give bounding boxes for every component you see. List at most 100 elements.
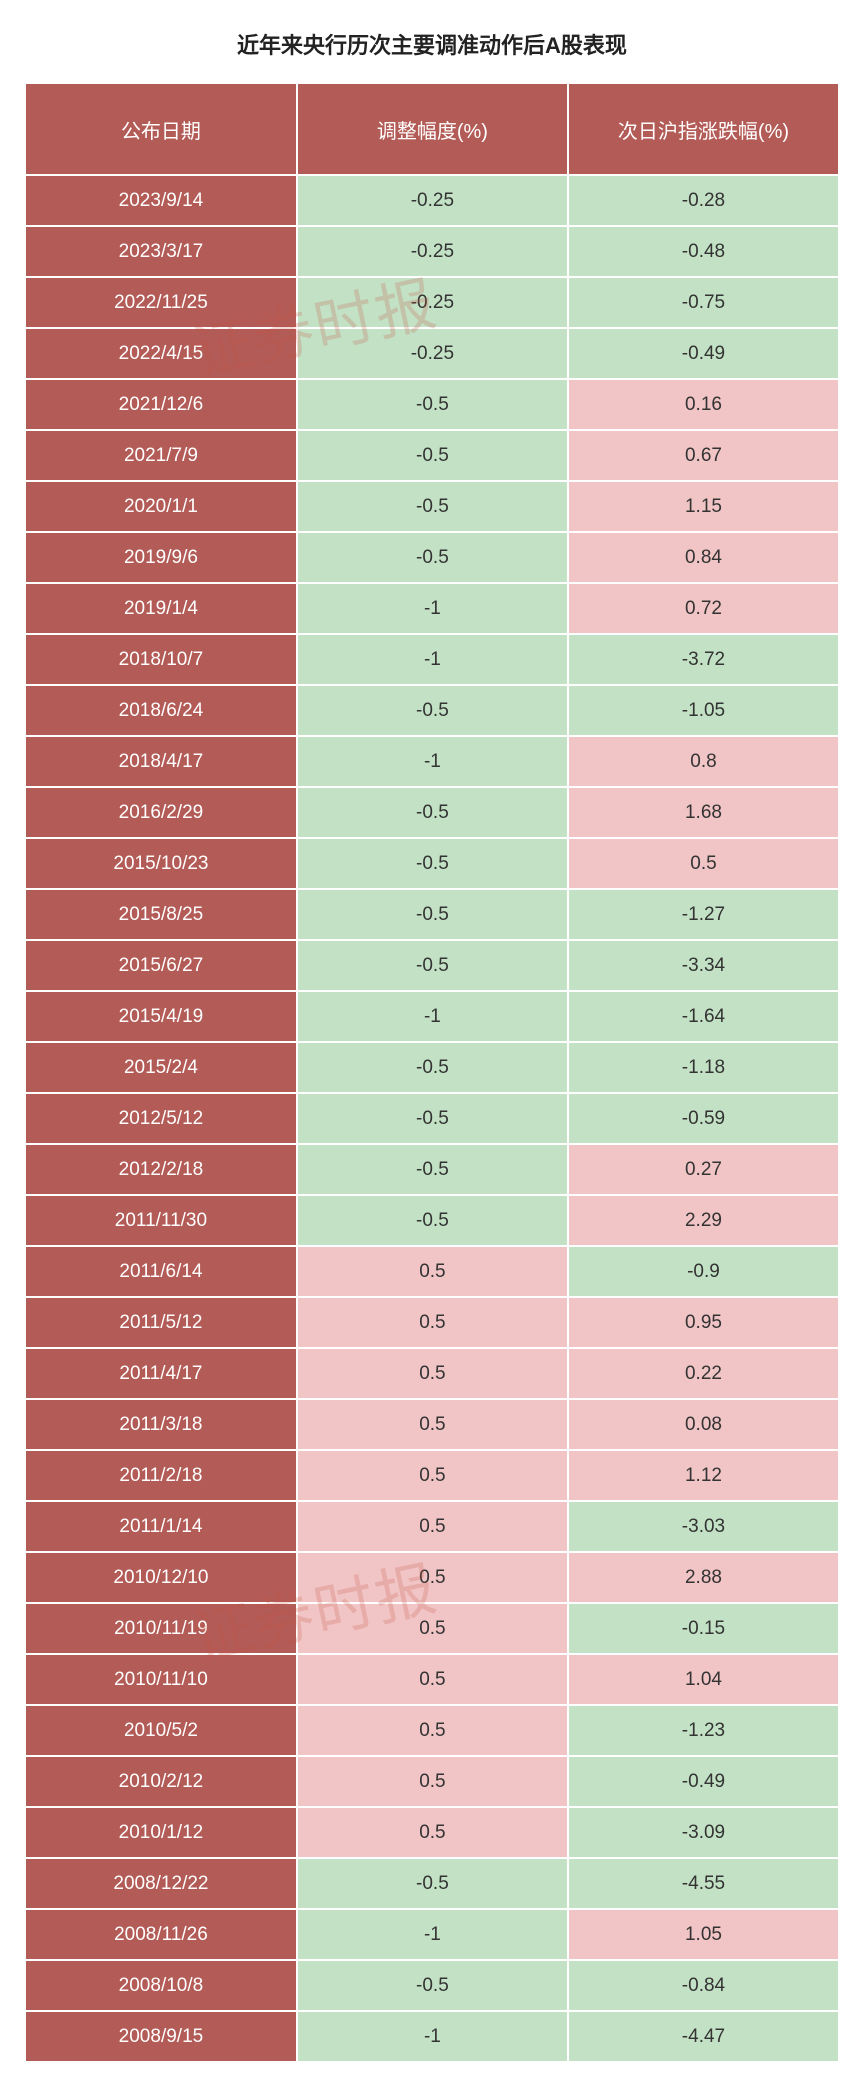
date-cell: 2010/12/10 xyxy=(25,1552,297,1603)
date-cell: 2023/3/17 xyxy=(25,226,297,277)
table-row: 2008/9/15-1-4.47 xyxy=(25,2011,839,2062)
date-cell: 2010/2/12 xyxy=(25,1756,297,1807)
adjustment-cell: -1 xyxy=(297,2011,568,2062)
date-cell: 2011/5/12 xyxy=(25,1297,297,1348)
date-cell: 2021/7/9 xyxy=(25,430,297,481)
change-cell: -0.15 xyxy=(568,1603,839,1654)
change-cell: -3.34 xyxy=(568,940,839,991)
table-row: 2020/1/1-0.51.15 xyxy=(25,481,839,532)
adjustment-cell: -1 xyxy=(297,634,568,685)
adjustment-cell: -0.25 xyxy=(297,328,568,379)
table-header-cell: 次日沪指涨跌幅(%) xyxy=(568,83,839,175)
adjustment-cell: -0.5 xyxy=(297,1195,568,1246)
date-cell: 2018/4/17 xyxy=(25,736,297,787)
table-row: 2010/5/20.5-1.23 xyxy=(25,1705,839,1756)
table-row: 2023/3/17-0.25-0.48 xyxy=(25,226,839,277)
table-row: 2010/2/120.5-0.49 xyxy=(25,1756,839,1807)
change-cell: 0.95 xyxy=(568,1297,839,1348)
date-cell: 2015/6/27 xyxy=(25,940,297,991)
table-row: 2011/1/140.5-3.03 xyxy=(25,1501,839,1552)
change-cell: -0.28 xyxy=(568,175,839,226)
date-cell: 2015/4/19 xyxy=(25,991,297,1042)
adjustment-cell: 0.5 xyxy=(297,1348,568,1399)
date-cell: 2019/9/6 xyxy=(25,532,297,583)
change-cell: 2.88 xyxy=(568,1552,839,1603)
change-cell: -0.49 xyxy=(568,1756,839,1807)
adjustment-cell: 0.5 xyxy=(297,1552,568,1603)
date-cell: 2012/5/12 xyxy=(25,1093,297,1144)
change-cell: -0.48 xyxy=(568,226,839,277)
adjustment-cell: -0.5 xyxy=(297,889,568,940)
table-row: 2022/4/15-0.25-0.49 xyxy=(25,328,839,379)
adjustment-cell: 0.5 xyxy=(297,1756,568,1807)
table-row: 2008/11/26-11.05 xyxy=(25,1909,839,1960)
table-row: 2018/6/24-0.5-1.05 xyxy=(25,685,839,736)
adjustment-cell: 0.5 xyxy=(297,1654,568,1705)
table-row: 2019/9/6-0.50.84 xyxy=(25,532,839,583)
adjustment-cell: -0.5 xyxy=(297,787,568,838)
table-row: 2015/10/23-0.50.5 xyxy=(25,838,839,889)
change-cell: -1.64 xyxy=(568,991,839,1042)
change-cell: -1.27 xyxy=(568,889,839,940)
change-cell: -3.03 xyxy=(568,1501,839,1552)
table-row: 2018/10/7-1-3.72 xyxy=(25,634,839,685)
adjustment-cell: 0.5 xyxy=(297,1450,568,1501)
change-cell: 0.84 xyxy=(568,532,839,583)
date-cell: 2008/9/15 xyxy=(25,2011,297,2062)
date-cell: 2008/10/8 xyxy=(25,1960,297,2011)
table-row: 2012/2/18-0.50.27 xyxy=(25,1144,839,1195)
date-cell: 2018/6/24 xyxy=(25,685,297,736)
table-row: 2011/11/30-0.52.29 xyxy=(25,1195,839,1246)
adjustment-cell: -0.5 xyxy=(297,379,568,430)
adjustment-cell: 0.5 xyxy=(297,1501,568,1552)
date-cell: 2015/8/25 xyxy=(25,889,297,940)
change-cell: 0.16 xyxy=(568,379,839,430)
adjustment-cell: 0.5 xyxy=(297,1603,568,1654)
adjustment-cell: 0.5 xyxy=(297,1246,568,1297)
table-row: 2012/5/12-0.5-0.59 xyxy=(25,1093,839,1144)
date-cell: 2023/9/14 xyxy=(25,175,297,226)
change-cell: 1.12 xyxy=(568,1450,839,1501)
table-header-row: 公布日期调整幅度(%)次日沪指涨跌幅(%) xyxy=(25,83,839,175)
table-row: 2008/12/22-0.5-4.55 xyxy=(25,1858,839,1909)
table-row: 2011/2/180.51.12 xyxy=(25,1450,839,1501)
change-cell: -3.09 xyxy=(568,1807,839,1858)
data-table: 公布日期调整幅度(%)次日沪指涨跌幅(%) 2023/9/14-0.25-0.2… xyxy=(24,82,840,2063)
change-cell: 0.8 xyxy=(568,736,839,787)
change-cell: -0.9 xyxy=(568,1246,839,1297)
adjustment-cell: -0.5 xyxy=(297,685,568,736)
date-cell: 2015/2/4 xyxy=(25,1042,297,1093)
table-header-cell: 调整幅度(%) xyxy=(297,83,568,175)
adjustment-cell: -1 xyxy=(297,991,568,1042)
adjustment-cell: -1 xyxy=(297,1909,568,1960)
table-header-cell: 公布日期 xyxy=(25,83,297,175)
date-cell: 2022/11/25 xyxy=(25,277,297,328)
change-cell: -1.18 xyxy=(568,1042,839,1093)
date-cell: 2012/2/18 xyxy=(25,1144,297,1195)
change-cell: 2.29 xyxy=(568,1195,839,1246)
table-row: 2023/9/14-0.25-0.28 xyxy=(25,175,839,226)
date-cell: 2022/4/15 xyxy=(25,328,297,379)
change-cell: -4.47 xyxy=(568,2011,839,2062)
page-container: 近年来央行历次主要调准动作后A股表现 公布日期调整幅度(%)次日沪指涨跌幅(%)… xyxy=(0,0,864,2093)
change-cell: 1.68 xyxy=(568,787,839,838)
adjustment-cell: -0.25 xyxy=(297,175,568,226)
table-row: 2011/3/180.50.08 xyxy=(25,1399,839,1450)
change-cell: 1.05 xyxy=(568,1909,839,1960)
adjustment-cell: -1 xyxy=(297,583,568,634)
change-cell: 0.08 xyxy=(568,1399,839,1450)
date-cell: 2010/11/19 xyxy=(25,1603,297,1654)
table-row: 2022/11/25-0.25-0.75 xyxy=(25,277,839,328)
change-cell: 0.67 xyxy=(568,430,839,481)
date-cell: 2015/10/23 xyxy=(25,838,297,889)
change-cell: 0.5 xyxy=(568,838,839,889)
table-row: 2018/4/17-10.8 xyxy=(25,736,839,787)
change-cell: 0.27 xyxy=(568,1144,839,1195)
change-cell: -4.55 xyxy=(568,1858,839,1909)
date-cell: 2018/10/7 xyxy=(25,634,297,685)
adjustment-cell: -0.5 xyxy=(297,1093,568,1144)
adjustment-cell: -0.5 xyxy=(297,1858,568,1909)
change-cell: -3.72 xyxy=(568,634,839,685)
table-row: 2010/11/190.5-0.15 xyxy=(25,1603,839,1654)
adjustment-cell: 0.5 xyxy=(297,1705,568,1756)
